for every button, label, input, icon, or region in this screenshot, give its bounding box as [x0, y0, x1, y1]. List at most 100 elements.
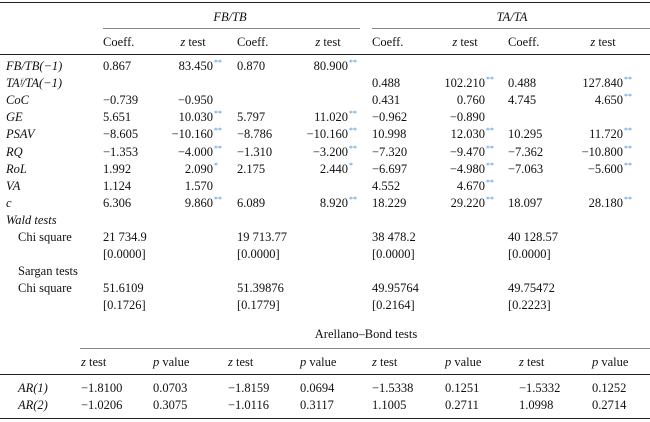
- column-header: Coeff.: [508, 35, 540, 49]
- z-test-cell: 11.720: [589, 127, 623, 142]
- z-test-cell: 83.450: [178, 59, 213, 73]
- coefficient-cell: −0.739: [103, 93, 139, 108]
- significance-stars: **: [624, 126, 632, 136]
- coefficient-cell: [0.2164]: [372, 298, 415, 313]
- z-test-cell: 11.020: [314, 110, 348, 125]
- ab-cell: 0.0694: [300, 381, 335, 395]
- coefficient-cell: 5.651: [103, 110, 132, 125]
- ab-column-header: p value: [592, 355, 629, 369]
- row-label: GE: [6, 110, 23, 125]
- z-test-cell: −4.000: [177, 144, 213, 159]
- ab-column-header: z test: [81, 355, 107, 369]
- row-label: Chi square: [18, 230, 72, 244]
- ab-column-header: p value: [445, 355, 482, 369]
- z-test-cell: 102.210: [444, 76, 485, 91]
- z-test-cell: 8.920: [319, 195, 348, 210]
- coefficient-cell: 0.867: [103, 59, 132, 73]
- coefficient-cell: −8.605: [103, 127, 139, 142]
- z-test-cell: 127.840: [582, 76, 623, 91]
- ab-header-rule: [0, 374, 650, 375]
- ab-cell: 0.3075: [153, 398, 188, 412]
- ab-cell: 1.0998: [519, 398, 554, 412]
- row-label: c: [6, 195, 12, 210]
- coefficient-cell: 49.75472: [508, 281, 555, 296]
- coefficient-cell: [0.0000]: [372, 247, 415, 262]
- z-test-cell: −0.950: [177, 93, 213, 108]
- coefficient-cell: 21 734.9: [103, 230, 147, 244]
- z-test-cell: −10.800: [581, 144, 623, 159]
- ab-cell: 0.3117: [300, 398, 334, 412]
- ab-cell: 0.2714: [592, 398, 627, 412]
- z-test-cell: −5.600: [587, 161, 623, 176]
- column-header: Coeff.: [103, 35, 135, 49]
- significance-stars: **: [214, 194, 222, 204]
- ab-cell: 0.2711: [445, 398, 479, 412]
- coefficient-cell: [0.1779]: [237, 298, 280, 313]
- z-test-cell: 29.220: [450, 195, 485, 210]
- significance-stars: **: [214, 58, 222, 67]
- significance-stars: **: [349, 58, 357, 67]
- coefficient-cell: 19 713.77: [237, 230, 287, 244]
- z-test-cell: −0.890: [449, 110, 485, 125]
- coefficient-cell: −7.362: [508, 144, 544, 159]
- significance-stars: **: [214, 126, 222, 136]
- coefficient-cell: 10.295: [508, 127, 543, 142]
- z-test-cell: 4.670: [456, 178, 485, 193]
- ab-cell: −1.5338: [372, 381, 414, 395]
- z-test-cell: 9.860: [184, 195, 213, 210]
- coefficient-cell: −8.786: [237, 127, 273, 142]
- significance-stars: **: [214, 143, 222, 153]
- z-test-cell: 10.030: [178, 110, 213, 125]
- ab-title-rule: [80, 348, 650, 349]
- z-test-cell: 2.440: [319, 161, 348, 176]
- row-label: FB/TB(−1): [6, 59, 63, 73]
- coefficient-cell: −0.962: [372, 110, 408, 125]
- group-rule-ta-ta: [372, 28, 650, 29]
- significance-stars: **: [486, 126, 494, 136]
- coefficient-cell: 49.95764: [372, 281, 419, 296]
- column-header: z test: [590, 35, 616, 49]
- z-test-cell: 0.760: [456, 93, 485, 108]
- column-header: z test: [315, 35, 341, 49]
- z-test-cell: 28.180: [588, 195, 623, 210]
- coefficient-cell: 38 478.2: [372, 230, 416, 244]
- ab-cell: −1.8159: [228, 381, 270, 395]
- row-label: PSAV: [6, 127, 35, 142]
- significance-stars: *: [349, 160, 353, 170]
- coefficient-cell: [0.0000]: [237, 247, 280, 262]
- ab-cell: −1.0206: [81, 398, 123, 412]
- z-test-cell: 4.650: [594, 93, 623, 108]
- coefficient-cell: 1.124: [103, 178, 132, 193]
- z-test-cell: −10.160: [171, 127, 213, 142]
- coefficient-cell: −6.697: [372, 161, 408, 176]
- ab-cell: −1.0116: [228, 398, 269, 412]
- significance-stars: **: [624, 160, 632, 170]
- coefficient-cell: [0.1726]: [103, 298, 146, 313]
- coefficient-cell: 18.229: [372, 195, 407, 210]
- coefficient-cell: 51.39876: [237, 281, 284, 296]
- column-header: z test: [180, 35, 206, 49]
- ab-column-header: z test: [228, 355, 254, 369]
- coefficient-cell: 0.488: [508, 76, 537, 91]
- row-label: VA: [6, 178, 21, 193]
- column-header: Coeff.: [372, 35, 404, 49]
- ab-cell: 1.1005: [372, 398, 407, 412]
- significance-stars: **: [214, 109, 222, 119]
- coefficient-cell: 0.431: [372, 93, 401, 108]
- row-label: CoC: [6, 93, 29, 108]
- z-test-cell: −10.160: [306, 127, 348, 142]
- z-test-cell: 1.570: [184, 178, 213, 193]
- coefficient-cell: −7.063: [508, 161, 544, 176]
- significance-stars: **: [624, 75, 632, 85]
- ab-cell: −1.5332: [519, 381, 561, 395]
- significance-stars: **: [349, 126, 357, 136]
- ab-column-header: z test: [372, 355, 398, 369]
- coefficient-cell: 6.306: [103, 195, 132, 210]
- top-rule: [0, 2, 650, 3]
- significance-stars: **: [624, 194, 632, 204]
- coefficient-cell: 0.870: [237, 59, 266, 73]
- group-header-fb-tb: FB/TB: [213, 10, 247, 24]
- coefficient-cell: [0.0000]: [508, 247, 551, 262]
- z-test-cell: −9.470: [449, 144, 485, 159]
- coefficient-cell: 5.797: [237, 110, 266, 125]
